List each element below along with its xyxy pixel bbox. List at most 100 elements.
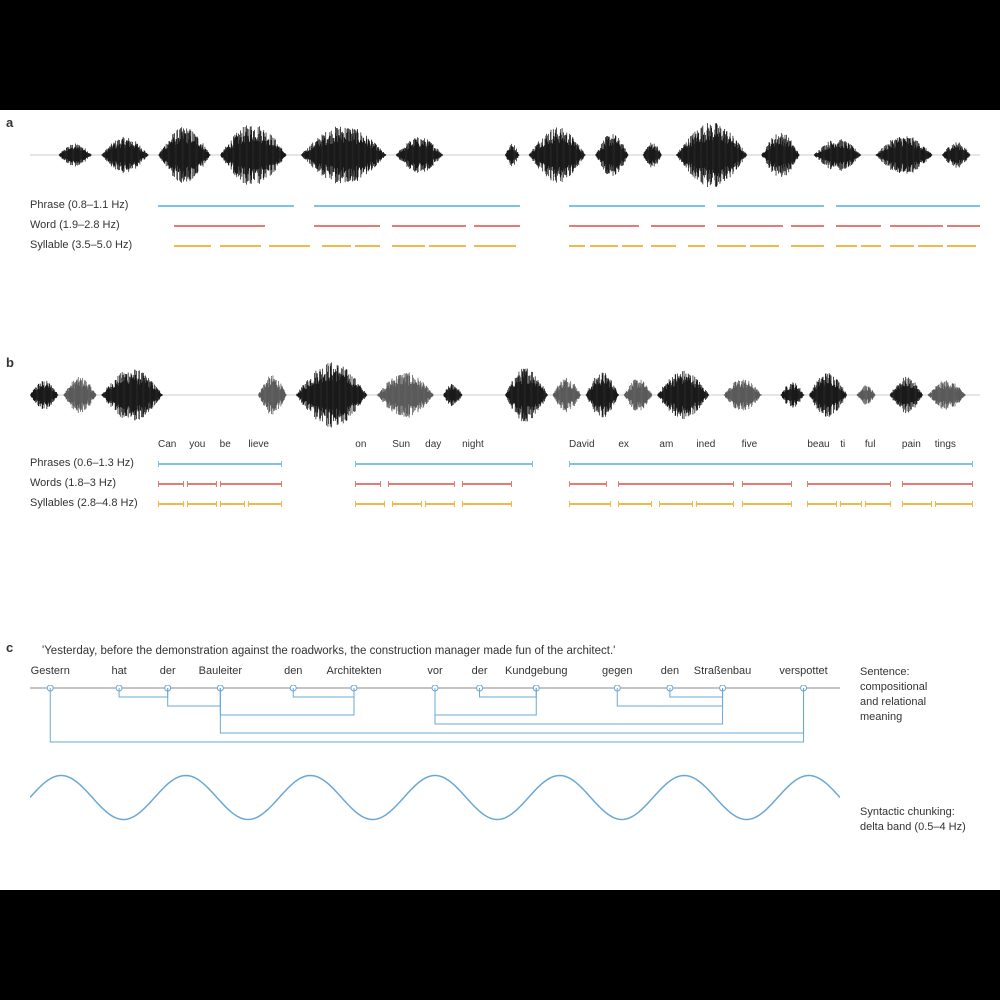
syllable-text: day (425, 439, 441, 450)
word-row-a: Word (1.9–2.8 Hz) (30, 217, 980, 235)
waveform-a (30, 120, 980, 190)
phrase-segments-a (158, 205, 980, 207)
segment-bar (220, 483, 282, 485)
phrase-label-b: Phrases (0.6–1.3 Hz) (30, 457, 134, 469)
segment-bar (425, 503, 454, 505)
panel-c: 'Yesterday, before the demonstration aga… (30, 645, 980, 830)
segment-bar (392, 245, 425, 247)
segment-bar (840, 503, 861, 505)
panel-a-label: a (6, 115, 13, 130)
word-row-b: Words (1.8–3 Hz) (30, 475, 980, 493)
segment-bar (269, 245, 310, 247)
segment-bar (569, 503, 610, 505)
segment-bar (187, 503, 216, 505)
segment-bar (918, 245, 943, 247)
segment-bar (717, 225, 783, 227)
waveform-b (30, 360, 980, 430)
syllable-text: you (189, 439, 205, 450)
syllable-text: ful (865, 439, 876, 450)
segment-bar (392, 225, 466, 227)
german-word: hat (111, 665, 126, 677)
segment-bar (462, 503, 511, 505)
segment-bar (902, 503, 931, 505)
segment-bar (618, 483, 733, 485)
syllable-segments-b (158, 503, 980, 505)
syllable-text: Can (158, 439, 176, 450)
syllable-text: beau (807, 439, 829, 450)
syllable-text: lieve (248, 439, 269, 450)
word-segments-a (158, 225, 980, 227)
segment-bar (836, 245, 857, 247)
segment-bar (807, 483, 889, 485)
segment-bar (717, 245, 746, 247)
syllable-row-a: Syllable (3.5–5.0 Hz) (30, 237, 980, 255)
segment-bar (696, 503, 733, 505)
figure-container: a Phrase (0.8–1.1 Hz) Word (1.9–2.8 Hz) … (0, 110, 1000, 890)
segment-bar (742, 503, 791, 505)
panel-b: CanyoubelieveonSundaynightDavidexaminedf… (30, 360, 980, 513)
segment-bar (388, 483, 454, 485)
segment-bar (248, 503, 281, 505)
segment-bar (462, 483, 511, 485)
german-word: der (160, 665, 176, 677)
segment-bar (861, 245, 882, 247)
syllable-text: ti (840, 439, 845, 450)
word-segments-b (158, 483, 980, 485)
german-word: Straßenbau (694, 665, 751, 677)
syllable-text: night (462, 439, 484, 450)
syllable-text: am (659, 439, 673, 450)
syllable-text: ined (696, 439, 715, 450)
segment-bar (935, 503, 972, 505)
phrase-row-b: Phrases (0.6–1.3 Hz) (30, 455, 980, 473)
segment-bar (659, 503, 692, 505)
segment-bar (836, 225, 881, 227)
syllable-row-b: Syllables (2.8–4.8 Hz) (30, 495, 980, 513)
segment-bar (890, 225, 943, 227)
segment-bar (158, 205, 294, 207)
syllable-text: Sun (392, 439, 410, 450)
segment-bar (158, 463, 281, 465)
segment-bar (314, 225, 380, 227)
chunking-side-label: Syntactic chunking:delta band (0.5–4 Hz) (860, 805, 966, 835)
syllable-text-row: CanyoubelieveonSundaynightDavidexaminedf… (158, 439, 980, 453)
segment-bar (569, 245, 585, 247)
segment-bar (392, 503, 421, 505)
segment-bar (474, 245, 515, 247)
german-sentence: GesternhatderBauleiterdenArchitektenvord… (30, 665, 840, 681)
panel-b-label: b (6, 355, 14, 370)
word-label-b: Words (1.8–3 Hz) (30, 477, 116, 489)
sentence-side-label: Sentence:compositionaland relationalmean… (860, 665, 927, 724)
syllable-text: tings (935, 439, 956, 450)
german-word: den (661, 665, 679, 677)
phrase-segments-b (158, 463, 980, 465)
german-word: verspottet (779, 665, 827, 677)
segment-bar (947, 245, 976, 247)
german-word: Kundgebung (505, 665, 567, 677)
segment-bar (836, 205, 980, 207)
segment-bar (742, 483, 791, 485)
syllable-segments-a (158, 245, 980, 247)
segment-bar (355, 245, 380, 247)
segment-bar (807, 503, 836, 505)
syllable-text: five (742, 439, 758, 450)
segment-bar (355, 463, 532, 465)
word-label-a: Word (1.9–2.8 Hz) (30, 219, 120, 231)
syllable-text: be (220, 439, 231, 450)
segment-bar (890, 245, 915, 247)
segment-bar (314, 205, 520, 207)
segment-bar (429, 245, 466, 247)
segment-bar (791, 225, 824, 227)
segment-bar (791, 245, 824, 247)
segment-bar (569, 205, 705, 207)
syllable-text: David (569, 439, 595, 450)
panel-a: Phrase (0.8–1.1 Hz) Word (1.9–2.8 Hz) Sy… (30, 120, 980, 255)
phrase-label-a: Phrase (0.8–1.1 Hz) (30, 199, 128, 211)
english-translation: 'Yesterday, before the demonstration aga… (42, 645, 980, 657)
segment-bar (750, 245, 779, 247)
segment-bar (174, 245, 211, 247)
syllable-text: ex (618, 439, 629, 450)
segment-bar (651, 225, 704, 227)
syllable-text: pain (902, 439, 921, 450)
segment-bar (355, 483, 380, 485)
german-word: vor (427, 665, 442, 677)
